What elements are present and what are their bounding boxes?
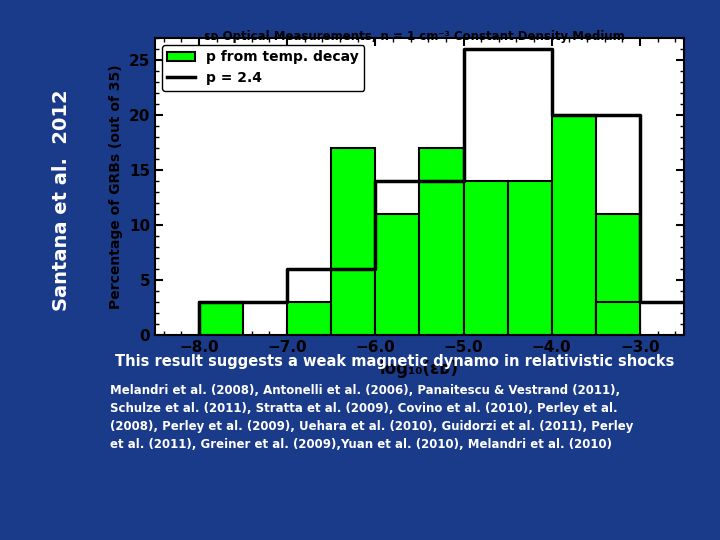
Bar — [596, 302, 640, 335]
Text: εᴅ Optical Measurements, n = 1 cm⁻³ Constant Density Medium: εᴅ Optical Measurements, n = 1 cm⁻³ Cons… — [204, 30, 624, 43]
Bar — [552, 115, 596, 335]
Bar — [419, 148, 464, 335]
Bar — [287, 302, 331, 335]
Bar — [508, 181, 552, 335]
Text: This result suggests a weak magnetic dynamo in relativistic shocks: This result suggests a weak magnetic dyn… — [114, 354, 674, 369]
Bar — [596, 214, 640, 335]
Bar — [199, 302, 243, 335]
Text: Melandri et al. (2008), Antonelli et al. (2006), Panaitescu & Vestrand (2011),
S: Melandri et al. (2008), Antonelli et al.… — [110, 384, 634, 451]
Text: Santana et al.  2012: Santana et al. 2012 — [52, 89, 71, 310]
Y-axis label: Percentage of GRBs (out of 35): Percentage of GRBs (out of 35) — [109, 64, 123, 309]
Bar — [375, 214, 419, 335]
Bar — [331, 148, 375, 335]
Bar — [464, 181, 508, 335]
X-axis label: log₁₀(εᴅ): log₁₀(εᴅ) — [380, 360, 459, 378]
Legend: p from temp. decay, p = 2.4: p from temp. decay, p = 2.4 — [162, 45, 364, 91]
